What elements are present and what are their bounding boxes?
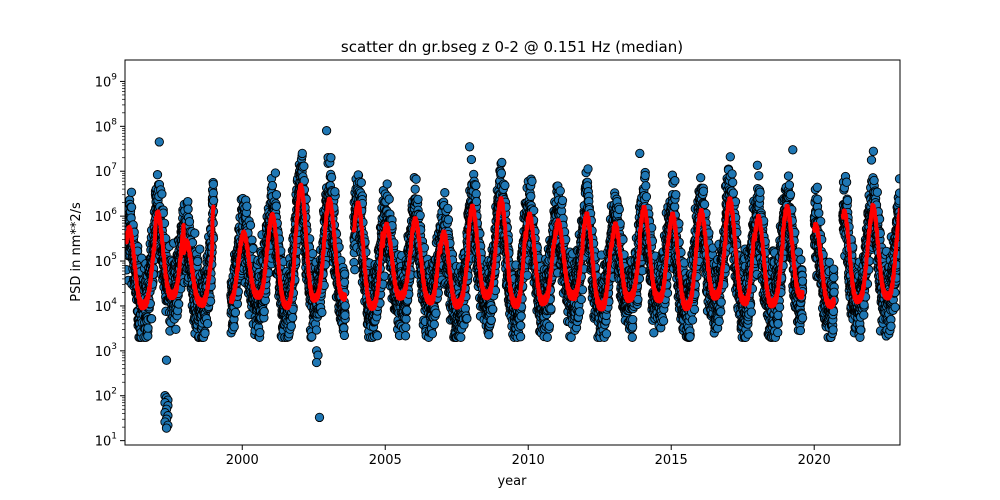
scatter-point: [456, 332, 466, 342]
scatter-point: [413, 194, 423, 205]
scatter-point: [152, 170, 163, 180]
scatter-point: [126, 187, 137, 197]
scatter-point: [411, 174, 421, 184]
scatter-point: [340, 301, 350, 311]
scatter-point: [372, 331, 383, 341]
scatter-point: [255, 327, 265, 338]
scatter-point: [126, 202, 137, 212]
scatter-point: [208, 195, 219, 206]
scatter-point: [484, 330, 494, 340]
scatter-point: [471, 180, 481, 190]
x-axis-label: year: [497, 474, 527, 489]
scatter-point: [299, 161, 309, 171]
scatter-point: [496, 168, 507, 178]
scatter-point: [379, 271, 390, 281]
scatter-point: [583, 164, 593, 174]
scatter-point: [326, 172, 337, 183]
scatter-point: [339, 330, 350, 341]
scatter-point: [576, 294, 586, 305]
scatter-point: [546, 304, 556, 314]
scatter-point: [443, 203, 453, 214]
scatter-point: [515, 332, 526, 342]
scatter-point: [382, 179, 392, 189]
scatter-point: [400, 331, 411, 341]
scatter-point: [183, 204, 193, 214]
scatter-point: [230, 307, 241, 318]
scatter-point: [202, 318, 213, 329]
scatter-point: [356, 177, 366, 188]
scatter-point: [286, 321, 296, 331]
scatter-point: [287, 312, 298, 323]
scatter-point: [544, 321, 555, 331]
scatter-point: [555, 186, 565, 196]
scatter-point: [340, 269, 350, 279]
scatter-point: [143, 323, 153, 333]
scatter-point: [326, 153, 336, 163]
scatter-point: [557, 195, 568, 206]
scatter-point: [157, 189, 167, 199]
scatter-point: [184, 217, 195, 227]
plot-area: [124, 59, 901, 446]
scatter-point: [208, 179, 219, 189]
scatter-point: [402, 305, 412, 315]
scatter-point: [311, 325, 322, 335]
scatter-point: [317, 307, 327, 318]
scatter-point: [339, 277, 350, 287]
scatter-point: [200, 328, 210, 338]
scatter-point: [270, 168, 281, 178]
scatter-point: [242, 201, 252, 211]
scatter-point: [259, 306, 269, 317]
scatter-point: [486, 315, 496, 325]
scatter-point: [245, 220, 256, 230]
scatter-point: [146, 314, 157, 324]
scatter-point: [410, 184, 420, 194]
scatter-point: [271, 190, 282, 200]
scatter-point: [542, 332, 552, 342]
scatter-points: [125, 126, 900, 433]
scatter-point: [143, 331, 153, 341]
scatter-point: [350, 265, 360, 275]
scatter-point: [384, 194, 394, 204]
scatter-point: [466, 154, 477, 165]
scatter-point: [526, 191, 536, 201]
scatter-point: [248, 243, 258, 254]
scatter-point: [488, 304, 498, 314]
scatter-point: [330, 187, 340, 197]
scatter-point: [516, 320, 526, 331]
scatter-point: [516, 311, 526, 321]
scatter-point: [471, 189, 481, 199]
scatter-point: [462, 313, 472, 324]
scatter-point: [440, 188, 450, 198]
scatter-point: [431, 308, 441, 318]
scatter-point: [267, 180, 278, 191]
scatter-point: [497, 157, 507, 168]
scatter-point: [308, 248, 318, 259]
scatter-point: [190, 228, 200, 238]
scatter-point: [171, 324, 181, 334]
scatter-point: [500, 180, 510, 191]
scatter-point: [443, 215, 454, 225]
scatter-point: [174, 299, 184, 309]
scatter-point: [429, 319, 439, 330]
scatter-point: [192, 256, 203, 267]
scatter-point: [401, 322, 411, 332]
scatter-point: [271, 201, 281, 211]
scatter-point: [229, 322, 239, 332]
scatter-point: [427, 329, 438, 339]
scatter-point: [340, 310, 350, 320]
scatter-point: [575, 307, 585, 317]
chart-title: scatter dn gr.bseg z 0-2 @ 0.151 Hz (med…: [341, 38, 683, 56]
scatter-point: [527, 176, 537, 186]
y-axis-label: PSD in nm**2/s: [69, 202, 84, 302]
scatter-point: [195, 244, 205, 254]
